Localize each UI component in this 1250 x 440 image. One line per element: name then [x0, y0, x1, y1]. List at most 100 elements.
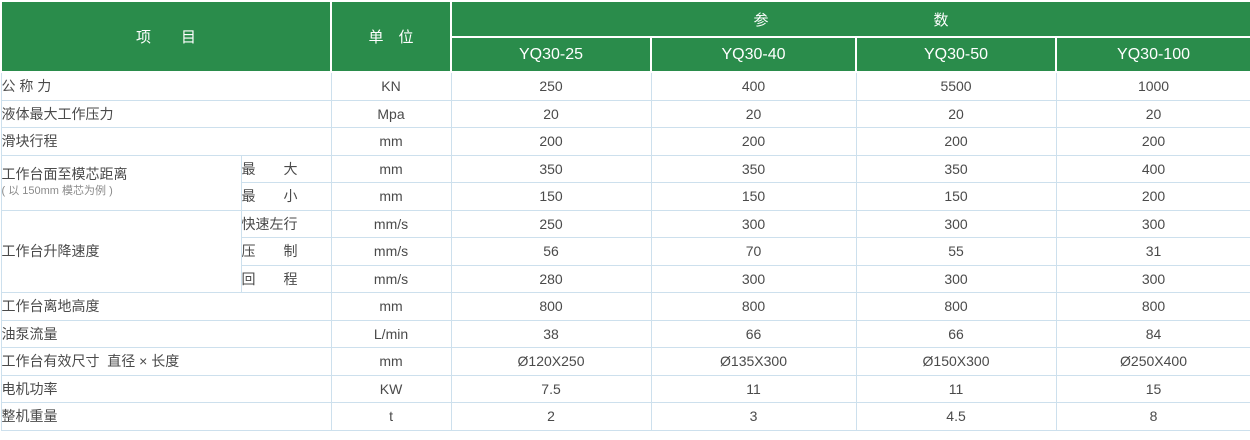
unit-cell: mm/s [330, 264, 452, 293]
table-header: 项 目 单 位 参 数 YQ30-25 YQ30-40 YQ30-50 YQ30… [0, 0, 1250, 73]
table-body: 公 称 力 KN 250 400 5500 1000 液体最大工作压力 Mpa … [0, 71, 1250, 431]
group-title: 工作台升降速度 [1, 242, 100, 259]
value-cell: 350 [450, 154, 652, 183]
value-cell: Ø150X300 [855, 347, 1057, 376]
row-label: 公 称 力 [0, 71, 332, 101]
row-label: 工作台离地高度 [0, 292, 332, 321]
table-row: 工作台离地高度 mm 800 800 800 800 [0, 292, 1250, 321]
header-model-yq30-50: YQ30-50 [855, 36, 1058, 73]
value-cell: Ø135X300 [650, 347, 857, 376]
table-row: 最 小 mm 150 150 150 200 [1, 182, 1250, 211]
value-cell: 20 [855, 99, 1057, 128]
value-cell: 150 [650, 182, 857, 211]
value-cell: 280 [450, 264, 652, 293]
value-cell: 55 [855, 237, 1057, 266]
table-row: 压 制 mm/s 56 70 55 31 [1, 237, 1250, 266]
value-cell: 20 [450, 99, 652, 128]
value-cell: 11 [855, 374, 1057, 403]
header-item: 项 目 [0, 0, 333, 73]
row-sublabel: 回 程 [240, 264, 332, 293]
table-row: 整机重量 t 2 3 4.5 8 [0, 402, 1250, 431]
value-cell: 3 [650, 402, 857, 431]
unit-cell: mm/s [330, 237, 452, 266]
group-title: 工作台面至模芯距离 [1, 165, 128, 182]
value-cell: 250 [450, 209, 652, 238]
row-group-label: 工作台面至模芯距离 ( 以 150mm 模芯为例 ) [0, 154, 242, 211]
unit-cell: KN [330, 71, 452, 101]
value-cell: 2 [450, 402, 652, 431]
value-cell: 400 [1055, 154, 1250, 183]
row-label: 油泵流量 [0, 319, 332, 348]
unit-cell: mm [330, 154, 452, 183]
row-label: 液体最大工作压力 [0, 99, 332, 128]
unit-cell: mm [330, 127, 452, 156]
value-cell: 300 [650, 264, 857, 293]
value-cell: 800 [450, 292, 652, 321]
value-cell: 31 [1055, 237, 1250, 266]
header-row-models: YQ30-25 YQ30-40 YQ30-50 YQ30-100 [1, 36, 1250, 73]
header-model-yq30-40: YQ30-40 [650, 36, 858, 73]
table-row: 油泵流量 L/min 38 66 66 84 [0, 319, 1250, 348]
value-cell: 66 [650, 319, 857, 348]
header-row-params: 项 目 单 位 参 数 [0, 0, 1250, 73]
unit-cell: Mpa [330, 99, 452, 128]
value-cell: 84 [1055, 319, 1250, 348]
row-sublabel: 最 大 [240, 154, 332, 183]
header-params: 参 数 [450, 0, 1250, 38]
value-cell: 800 [855, 292, 1057, 321]
unit-cell: mm/s [330, 209, 452, 238]
value-cell: 200 [1055, 182, 1250, 211]
value-cell: 350 [650, 154, 857, 183]
unit-cell: mm [330, 292, 452, 321]
value-cell: Ø120X250 [450, 347, 652, 376]
unit-cell: L/min [330, 319, 452, 348]
header-model-yq30-25: YQ30-25 [450, 36, 653, 73]
value-cell: 5500 [855, 71, 1057, 101]
value-cell: 11 [650, 374, 857, 403]
table-row: 回 程 mm/s 280 300 300 300 [1, 264, 1250, 293]
unit-cell: mm [330, 347, 452, 376]
unit-cell: mm [330, 182, 452, 211]
value-cell: 300 [1055, 209, 1250, 238]
value-cell: 300 [855, 209, 1057, 238]
value-cell: 200 [650, 127, 857, 156]
unit-cell: t [330, 402, 452, 431]
value-cell: 150 [855, 182, 1057, 211]
value-cell: 350 [855, 154, 1057, 183]
value-cell: 200 [855, 127, 1057, 156]
value-cell: 56 [450, 237, 652, 266]
table-row: 液体最大工作压力 Mpa 20 20 20 20 [0, 99, 1250, 128]
group-note: ( 以 150mm 模芯为例 ) [1, 185, 113, 198]
value-cell: 1000 [1055, 71, 1250, 101]
spec-table: 项 目 单 位 参 数 YQ30-25 YQ30-40 YQ30-50 YQ30… [0, 0, 1250, 431]
value-cell: 20 [650, 99, 857, 128]
table-row: 工作台有效尺寸 直径 × 长度 mm Ø120X250 Ø135X300 Ø15… [0, 347, 1250, 376]
value-cell: 200 [1055, 127, 1250, 156]
row-label: 整机重量 [0, 402, 332, 431]
row-group-label: 工作台升降速度 [0, 209, 242, 293]
value-cell: 300 [1055, 264, 1250, 293]
table-row: 公 称 力 KN 250 400 5500 1000 [0, 71, 1250, 101]
row-label: 滑块行程 [0, 127, 332, 156]
row-label: 工作台有效尺寸 直径 × 长度 [0, 347, 332, 376]
table-row: 滑块行程 mm 200 200 200 200 [0, 127, 1250, 156]
value-cell: 800 [650, 292, 857, 321]
row-sublabel: 压 制 [240, 237, 332, 266]
row-label: 电机功率 [0, 374, 332, 403]
unit-cell: KW [330, 374, 452, 403]
header-model-yq30-100: YQ30-100 [1055, 36, 1250, 73]
value-cell: 15 [1055, 374, 1250, 403]
value-cell: 20 [1055, 99, 1250, 128]
value-cell: 66 [855, 319, 1057, 348]
header-unit: 单 位 [330, 0, 453, 73]
value-cell: 38 [450, 319, 652, 348]
value-cell: 800 [1055, 292, 1250, 321]
value-cell: 4.5 [855, 402, 1057, 431]
row-sublabel: 快速左行 [240, 209, 332, 238]
value-cell: 8 [1055, 402, 1250, 431]
table-row: 工作台升降速度 快速左行 mm/s 250 300 300 300 [0, 209, 1250, 293]
value-cell: 300 [855, 264, 1057, 293]
value-cell: 200 [450, 127, 652, 156]
value-cell: 70 [650, 237, 857, 266]
value-cell: 150 [450, 182, 652, 211]
